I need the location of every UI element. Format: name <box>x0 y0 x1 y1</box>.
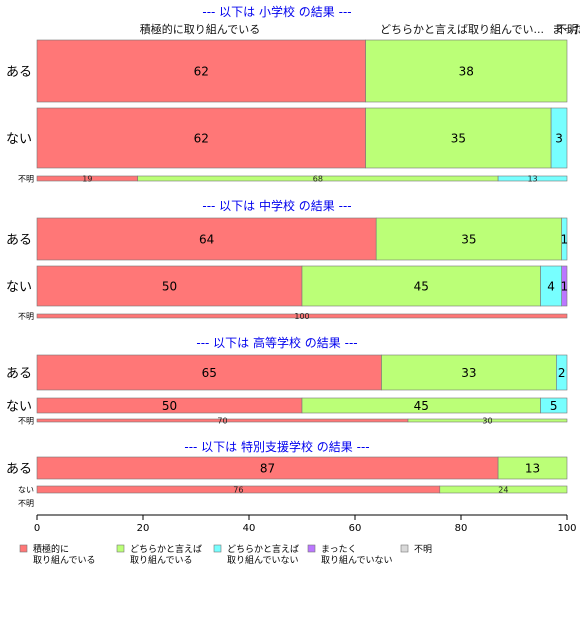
data-label: 35 <box>451 132 466 146</box>
bar-segment <box>561 217 568 261</box>
data-label: 50 <box>162 280 177 294</box>
category-label: ない <box>6 280 32 295</box>
legend-label: 不明 <box>414 544 432 555</box>
legend-label: 取り組んでいない <box>227 554 299 566</box>
legend-label: まったく <box>321 544 357 555</box>
category-label: ある <box>6 233 32 248</box>
data-label: 50 <box>162 399 177 413</box>
x-tick-label: 60 <box>349 523 362 534</box>
legend-label: 積極的に <box>33 543 69 555</box>
category-label: ある <box>6 65 32 80</box>
data-label: 19 <box>82 175 92 184</box>
section-title: --- 以下は 中学校 の結果 --- <box>202 198 351 213</box>
bar-segment <box>36 313 568 319</box>
legend-swatch <box>19 544 28 553</box>
bar-segment <box>439 485 568 494</box>
data-label: 1 <box>561 233 569 247</box>
top-label-4: 不明 <box>556 23 578 36</box>
bar-segment <box>561 265 568 307</box>
data-label: 62 <box>194 65 209 79</box>
data-label: 62 <box>194 132 209 146</box>
bar-segment <box>36 265 303 307</box>
data-label: 45 <box>414 399 429 413</box>
data-label: 65 <box>202 366 217 380</box>
legend-label: 取り組んでいる <box>130 554 193 566</box>
x-tick-label: 40 <box>243 523 256 534</box>
legend-label: どちらかと言えば <box>130 543 202 555</box>
category-label: ない <box>18 486 34 495</box>
legend-label: どちらかと言えば <box>227 543 299 555</box>
category-label: ない <box>6 132 32 147</box>
data-label: 13 <box>525 462 540 476</box>
top-label-1: 積極的に取り組んでいる <box>140 22 260 36</box>
category-label: ある <box>6 462 32 477</box>
x-tick-label: 80 <box>455 523 468 534</box>
category-label: 不明 <box>18 175 34 184</box>
category-label: ある <box>6 367 32 382</box>
bar-segment <box>375 217 563 261</box>
data-label: 4 <box>547 280 555 294</box>
section-title: --- 以下は 高等学校 の結果 --- <box>196 335 357 350</box>
category-label: 不明 <box>18 499 34 508</box>
top-label-3: まった... <box>552 23 580 36</box>
data-label: 70 <box>217 417 227 426</box>
bar-segment <box>36 354 382 391</box>
data-label: 68 <box>313 175 323 184</box>
data-label: 100 <box>294 312 309 321</box>
category-label: 不明 <box>18 312 34 321</box>
data-label: 45 <box>414 280 429 294</box>
data-label: 1 <box>561 280 569 294</box>
legend-swatch <box>213 544 222 553</box>
x-tick-label: 20 <box>137 523 150 534</box>
data-label: 24 <box>498 486 508 495</box>
data-label: 38 <box>459 65 474 79</box>
bar-segment <box>497 456 568 480</box>
x-tick-label: 0 <box>34 523 40 534</box>
bar-segment <box>365 107 552 169</box>
bar-segment <box>365 39 568 103</box>
data-label: 76 <box>233 486 243 495</box>
x-tick-label: 100 <box>557 523 576 534</box>
section-title: --- 以下は 小学校 の結果 --- <box>202 4 351 19</box>
bar-segment <box>540 397 568 414</box>
data-label: 2 <box>558 366 566 380</box>
section-title: --- 以下は 特別支援学校 の結果 --- <box>184 439 369 454</box>
bar-segment <box>407 418 568 423</box>
legend-label: 取り組んでいない <box>321 554 393 566</box>
legend-swatch <box>307 544 316 553</box>
data-label: 5 <box>550 399 558 413</box>
data-label: 87 <box>260 462 275 476</box>
data-label: 30 <box>482 417 492 426</box>
bar-segment <box>301 265 541 307</box>
legend-label: 取り組んでいる <box>33 554 96 566</box>
top-label-2: どちらかと言えば取り組んでい... <box>380 23 544 36</box>
legend-swatch <box>400 544 409 553</box>
data-label: 35 <box>461 233 476 247</box>
bar-segment <box>497 175 568 182</box>
data-label: 33 <box>461 366 476 380</box>
category-label: 不明 <box>18 417 34 426</box>
legend-swatch <box>116 544 125 553</box>
category-label: ない <box>6 400 32 415</box>
bar-segment <box>550 107 568 169</box>
data-label: 64 <box>199 233 214 247</box>
bar-segment <box>556 354 568 391</box>
data-label: 13 <box>527 175 537 184</box>
data-label: 3 <box>555 132 563 146</box>
